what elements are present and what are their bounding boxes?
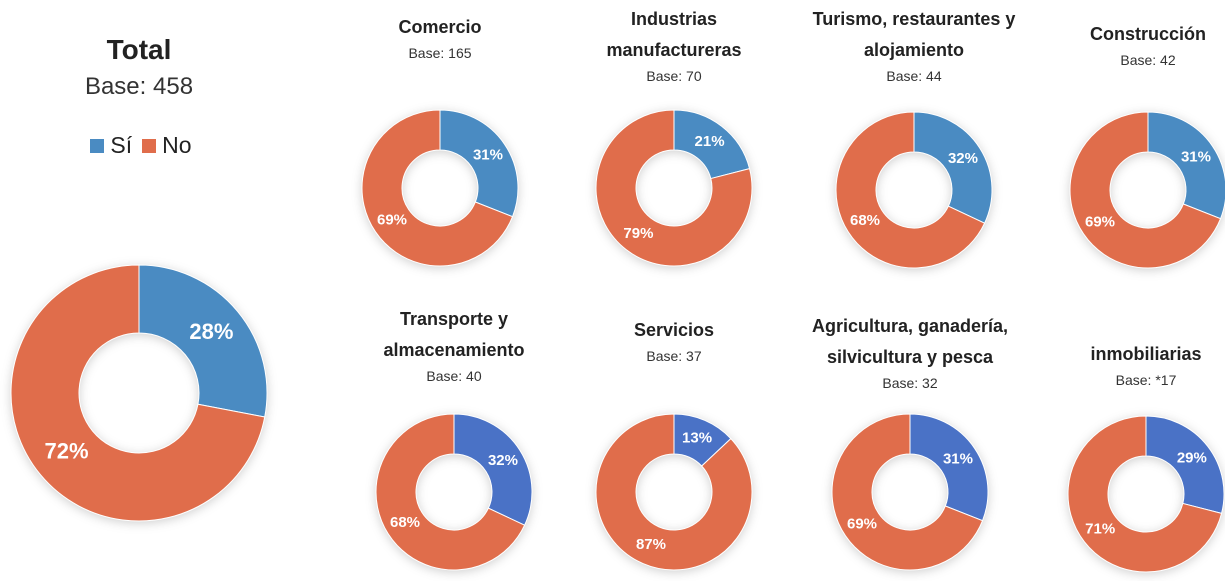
data-label: 29% <box>1177 449 1207 466</box>
data-label: 28% <box>189 319 233 344</box>
data-label: 69% <box>1085 214 1115 231</box>
chart-title: Industrias manufactureras <box>606 9 742 60</box>
data-label: 71% <box>1085 521 1115 538</box>
chart-title: Construcción <box>1089 24 1206 44</box>
chart-title: Turismo, restaurantes y alojamiento <box>812 9 1016 60</box>
data-label: 32% <box>488 452 518 469</box>
data-label: 79% <box>623 225 653 242</box>
legend-swatch <box>142 138 157 153</box>
chart-header: Comercio Base: 165 <box>340 12 540 63</box>
data-label: 68% <box>390 514 420 531</box>
chart-header: Industrias manufactureras Base: 70 <box>574 4 774 86</box>
data-label: 31% <box>1181 148 1211 165</box>
chart-header: Construcción Base: 42 <box>1058 19 1225 70</box>
donut-segment <box>595 413 753 571</box>
donut-segment <box>835 111 986 269</box>
data-label: 69% <box>377 212 407 229</box>
chart-subtitle: Base: 37 <box>646 348 702 364</box>
chart-title: Agricultura, ganadería, silvicultura y p… <box>811 316 1009 367</box>
data-label: 87% <box>636 536 666 553</box>
chart-subtitle: Base: 70 <box>646 68 702 84</box>
legend-label: Sí <box>110 132 133 158</box>
chart-subtitle: Base: 42 <box>1120 52 1176 68</box>
donut-segment <box>1069 111 1222 269</box>
chart-title: Comercio <box>398 17 482 37</box>
chart-title: Transporte y almacenamiento <box>383 309 525 360</box>
chart-title: Servicios <box>633 320 715 340</box>
legend-swatch <box>90 138 105 153</box>
chart-subtitle: Base: *17 <box>1115 372 1177 388</box>
chart-subtitle: Base: 458 <box>84 73 194 100</box>
data-label: 32% <box>948 150 978 167</box>
donut-segment <box>595 109 753 267</box>
donut-segment <box>10 264 266 522</box>
chart-header: Transporte y almacenamiento Base: 40 <box>354 304 554 386</box>
chart-title: Total <box>106 34 172 65</box>
donut-segment <box>138 264 268 418</box>
donut-segment <box>1147 111 1225 220</box>
data-label: 13% <box>682 430 712 447</box>
data-label: 31% <box>473 146 503 163</box>
chart-subtitle: Base: 40 <box>426 368 482 384</box>
data-label: 21% <box>695 133 725 150</box>
donut-segment <box>831 413 984 571</box>
chart-header: Servicios Base: 37 <box>574 315 774 366</box>
data-label: 69% <box>847 516 877 533</box>
chart-header: Total Base: 458 Sí No <box>19 30 259 159</box>
donut-segment <box>453 413 533 526</box>
legend: Sí No <box>19 132 259 159</box>
donut-segment <box>439 109 519 218</box>
chart-header: inmobiliarias Base: *17 <box>1056 339 1225 390</box>
data-label: 72% <box>45 439 89 464</box>
chart-subtitle: Base: 44 <box>886 68 942 84</box>
donut-segment <box>361 109 514 267</box>
chart-subtitle: Base: 165 <box>408 45 472 61</box>
chart-title: inmobiliarias <box>1090 344 1202 364</box>
donut-segment <box>913 111 993 224</box>
chart-header: Turismo, restaurantes y alojamiento Base:… <box>789 4 1039 86</box>
chart-subtitle: Base: 32 <box>882 375 938 391</box>
data-label: 31% <box>943 450 973 467</box>
data-label: 68% <box>850 212 880 229</box>
donut-segment <box>1067 415 1223 573</box>
donut-segment <box>909 413 989 522</box>
chart-header: Agricultura, ganadería, silvicultura y p… <box>785 311 1035 393</box>
donut-segment <box>375 413 526 571</box>
donut-segment <box>1145 415 1225 515</box>
legend-label: No <box>162 132 192 158</box>
